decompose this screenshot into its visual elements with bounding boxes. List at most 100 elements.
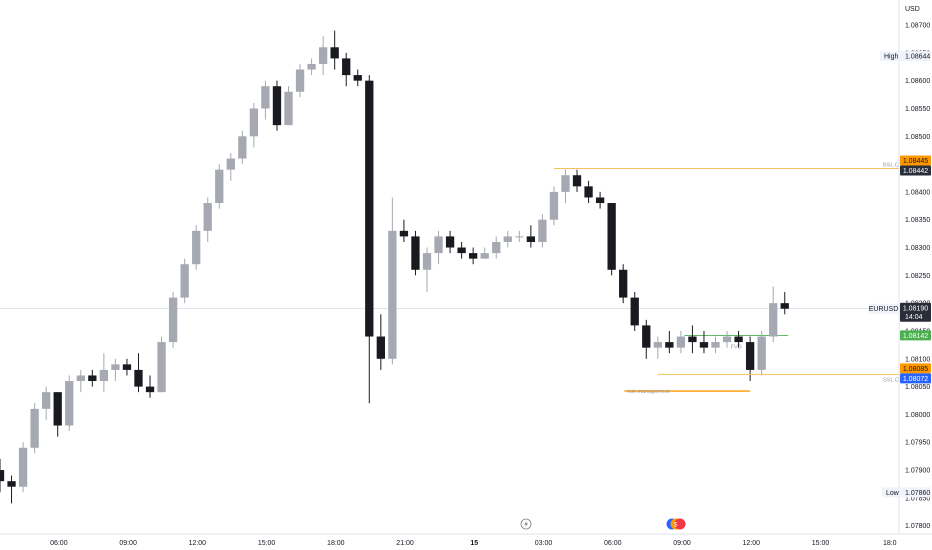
candle-body	[457, 247, 466, 254]
candle-body	[411, 236, 420, 270]
candle-body	[134, 369, 143, 387]
price-tick-label: 1.07850	[905, 495, 930, 502]
low-value: 1.07860	[905, 490, 930, 497]
candle-body	[480, 253, 489, 259]
candle-body	[492, 241, 501, 254]
candle-body	[780, 303, 789, 309]
time-tick-label: 12:00	[743, 540, 761, 547]
candle-body	[757, 336, 766, 370]
risk-management-label: risk management	[627, 389, 670, 395]
high-tag-bg	[880, 51, 931, 62]
economic-events-icon[interactable]: $	[666, 518, 686, 530]
price-tick-label: 1.08400	[905, 189, 930, 196]
time-tick-label: 06:00	[50, 540, 68, 547]
candle-body	[711, 342, 720, 348]
ssl-close-tag: 1.08072	[903, 376, 928, 383]
candle-body	[238, 136, 247, 159]
candle-body	[226, 158, 235, 170]
time-tick-label: 15:00	[812, 540, 830, 547]
price-tick-label: 1.08250	[905, 273, 930, 280]
candle-body	[526, 236, 536, 242]
price-tick-label: 1.08350	[905, 217, 930, 224]
ssl-price-tag: 1.08085	[903, 366, 928, 373]
candle-body	[272, 86, 282, 126]
price-tick-label: 1.07800	[905, 523, 930, 530]
svg-text:$: $	[674, 523, 678, 529]
candle-body	[676, 336, 686, 348]
candle-body	[653, 342, 662, 348]
time-tick-label: 18:0	[883, 540, 897, 547]
time-tick-label: 18:00	[327, 540, 345, 547]
liquidity-lines: BSL.C SSL.C risk management	[553, 163, 899, 395]
price-tick-label: 1.08500	[905, 134, 930, 141]
candle-body	[607, 203, 616, 270]
time-tick-label: 15:00	[258, 540, 276, 547]
candle-body	[261, 86, 270, 109]
fvg-label: FVG	[731, 345, 742, 351]
candle-body	[572, 175, 582, 187]
candle-body	[65, 381, 74, 426]
candle-body	[722, 336, 732, 343]
candle-body	[469, 253, 478, 259]
candle-body	[745, 342, 755, 370]
price-tick-label: 1.07900	[905, 468, 930, 475]
current-price-tag-bg	[900, 302, 931, 322]
price-tick-label: 1.08700	[905, 23, 930, 30]
time-tick-label: 21:00	[396, 540, 414, 547]
price-tick-label: 1.08550	[905, 106, 930, 113]
high-value: 1.08644	[905, 54, 930, 61]
candle-body	[699, 342, 709, 348]
candle-body	[399, 230, 409, 237]
candle-body	[215, 169, 224, 204]
bsl-label: BSL.C	[883, 163, 899, 169]
candle-body	[619, 269, 628, 298]
candle-body	[18, 447, 28, 487]
candle-body	[422, 253, 432, 270]
time-tick-label: 06:00	[604, 540, 622, 547]
candle-body	[642, 325, 651, 348]
price-tags: 1.08445 1.08442 1.08142 1.08085 1.08072 1.081…	[869, 51, 931, 498]
candle-body	[330, 47, 339, 59]
ssl-label: SSL.C	[883, 377, 899, 383]
candle-body	[376, 336, 385, 359]
symbol-tag[interactable]: EURUSD	[869, 306, 899, 313]
candles	[0, 30, 789, 504]
time-tick-label: 09:00	[673, 540, 691, 547]
candle-body	[769, 303, 778, 337]
ssl-price-tag-bg	[900, 363, 931, 374]
bolt-icon[interactable]	[520, 518, 532, 530]
candle-body	[30, 408, 39, 448]
time-tick-label: 09:00	[119, 540, 137, 547]
bsl-close-tag-bg	[900, 165, 931, 176]
fvg-price-tag: 1.08142	[903, 333, 928, 340]
countdown: 14:04	[905, 314, 923, 321]
low-label: Low	[886, 490, 900, 497]
candle-body	[88, 375, 97, 382]
candle-body	[192, 230, 201, 265]
candle-body	[630, 297, 639, 326]
time-tick-label: 03:00	[535, 540, 553, 547]
ssl-close-tag-bg	[900, 373, 931, 384]
candle-body	[445, 236, 455, 248]
candle-body	[249, 108, 259, 137]
time-tick-label: 15	[470, 540, 478, 547]
candle-body	[295, 69, 305, 92]
candle-body	[434, 236, 443, 254]
candle-body	[203, 203, 212, 231]
time-axis[interactable]: 06:00 09:00 12:00 15:00 18:00 21:00 15 03:00 06:…	[50, 540, 897, 547]
candle-body	[284, 91, 293, 126]
price-tick-label: 1.08000	[905, 412, 930, 419]
price-tick-label: 1.08600	[905, 78, 930, 85]
price-tick-label: 1.08050	[905, 384, 930, 391]
candle-body	[584, 186, 593, 198]
candle-body	[318, 47, 328, 64]
fvg-price-tag-bg	[900, 330, 931, 341]
candle-body	[0, 470, 5, 482]
price-tick-label: 1.08300	[905, 245, 930, 252]
currency-label: USD	[905, 6, 920, 13]
candle-body	[503, 236, 512, 242]
candle-body	[99, 369, 109, 382]
candle-body	[168, 297, 178, 343]
current-price-value: 1.08190	[903, 306, 928, 313]
